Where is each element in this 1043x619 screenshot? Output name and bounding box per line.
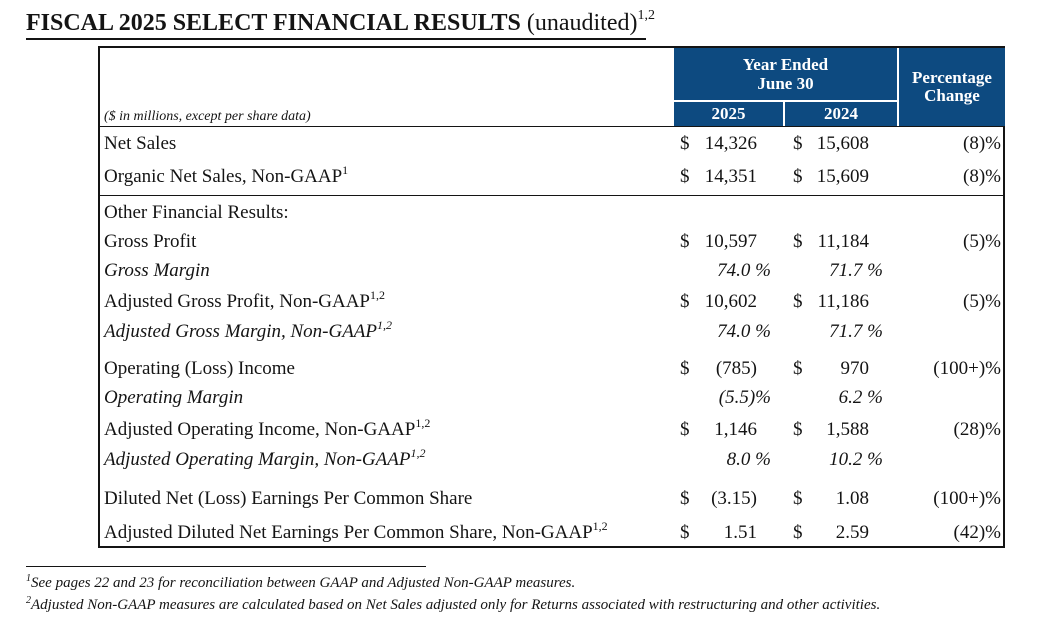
value-2025: 1,146 bbox=[714, 419, 757, 440]
dollar-sign-2025: $ bbox=[680, 358, 690, 379]
row-label: Gross Profit bbox=[104, 231, 197, 252]
title-superscript: 1,2 bbox=[637, 8, 655, 23]
margin-2024: 10.2 % bbox=[829, 449, 883, 470]
value-2025: 14,326 bbox=[704, 133, 757, 154]
row-label: Operating Margin bbox=[104, 387, 244, 408]
header-divider bbox=[100, 126, 1003, 127]
percentage-change: (100+)% bbox=[933, 358, 1001, 379]
dollar-sign-2024: $ bbox=[793, 291, 803, 312]
dollar-sign-2025: $ bbox=[680, 133, 690, 154]
row-label: Net Sales bbox=[104, 133, 177, 154]
header-col-2025: 2025 bbox=[674, 102, 783, 126]
header-col-2024: 2024 bbox=[785, 102, 897, 126]
margin-2025: 74.0 % bbox=[717, 321, 771, 342]
dollar-sign-2024: $ bbox=[793, 419, 803, 440]
margin-2025: (5.5)% bbox=[718, 387, 771, 408]
value-2025: 1.51 bbox=[723, 522, 757, 543]
table-row-adjusted-gross-profit: Adjusted Gross Profit, Non-GAAP1,2 $ 10,… bbox=[100, 287, 1003, 317]
margin-2024: 71.7 % bbox=[829, 260, 883, 281]
dollar-sign-2025: $ bbox=[680, 488, 690, 509]
row-label: Adjusted Diluted Net Earnings Per Common… bbox=[104, 519, 608, 543]
table-row-operating-income: Operating (Loss) Income $ (785) $ 970 (1… bbox=[100, 354, 1003, 384]
value-2025: (3.15) bbox=[711, 488, 757, 509]
row-label: Diluted Net (Loss) Earnings Per Common S… bbox=[104, 488, 473, 509]
title-suffix: (unaudited) bbox=[526, 10, 638, 36]
percentage-change: (5)% bbox=[963, 231, 1001, 252]
financial-results-table: Year Ended June 30 2025 2024 Percentage … bbox=[98, 46, 1005, 548]
margin-2025: 8.0 % bbox=[726, 449, 771, 470]
title-main: FISCAL 2025 SELECT FINANCIAL RESULTS bbox=[26, 10, 521, 36]
percentage-change: (42)% bbox=[953, 522, 1001, 543]
value-2024: 2.59 bbox=[835, 522, 869, 543]
page-title: FISCAL 2025 SELECT FINANCIAL RESULTS (un… bbox=[26, 8, 655, 40]
dollar-sign-2024: $ bbox=[793, 358, 803, 379]
dollar-sign-2024: $ bbox=[793, 133, 803, 154]
row-label: Other Financial Results: bbox=[104, 202, 289, 223]
value-2024: 11,184 bbox=[817, 231, 869, 252]
footnote-2: 2Adjusted Non-GAAP measures are calculat… bbox=[26, 595, 881, 614]
table-row-adjusted-gross-margin: Adjusted Gross Margin, Non-GAAP1,2 74.0 … bbox=[100, 317, 1003, 347]
dollar-sign-2025: $ bbox=[680, 419, 690, 440]
dollar-sign-2025: $ bbox=[680, 166, 690, 187]
header-pct-line1: Percentage bbox=[912, 68, 992, 87]
margin-2024: 6.2 % bbox=[838, 387, 883, 408]
value-2025: 14,351 bbox=[704, 166, 757, 187]
row-label: Adjusted Gross Profit, Non-GAAP1,2 bbox=[104, 288, 385, 312]
value-2024: 15,608 bbox=[816, 133, 869, 154]
table-row-operating-margin: Operating Margin (5.5)% 6.2 % bbox=[100, 383, 1003, 413]
table-row-adjusted-diluted-eps: Adjusted Diluted Net Earnings Per Common… bbox=[100, 518, 1003, 548]
dollar-sign-2024: $ bbox=[793, 522, 803, 543]
value-2024: 11,186 bbox=[817, 291, 869, 312]
value-2025: (785) bbox=[715, 358, 757, 379]
table-row-adjusted-operating-margin: Adjusted Operating Margin, Non-GAAP1,2 8… bbox=[100, 445, 1003, 475]
table-row-diluted-eps: Diluted Net (Loss) Earnings Per Common S… bbox=[100, 484, 1003, 514]
margin-2025: 74.0 % bbox=[717, 260, 771, 281]
dollar-sign-2024: $ bbox=[793, 488, 803, 509]
footnote-1: 1See pages 22 and 23 for reconciliation … bbox=[26, 573, 576, 592]
row-label: Adjusted Operating Income, Non-GAAP1,2 bbox=[104, 416, 431, 440]
value-2025: 10,602 bbox=[704, 291, 757, 312]
units-note: ($ in millions, except per share data) bbox=[104, 109, 311, 124]
value-2024: 15,609 bbox=[816, 166, 869, 187]
value-2024: 970 bbox=[840, 358, 870, 379]
table-row-organic-net-sales: Organic Net Sales, Non-GAAP1 $ 14,351 $ … bbox=[100, 162, 1003, 192]
row-label: Adjusted Operating Margin, Non-GAAP1,2 bbox=[104, 446, 426, 470]
footnote-divider bbox=[26, 566, 426, 567]
header-pct-line2: Change bbox=[924, 86, 980, 105]
table-row-gross-margin: Gross Margin 74.0 % 71.7 % bbox=[100, 256, 1003, 286]
dollar-sign-2025: $ bbox=[680, 522, 690, 543]
section-label-other-results: Other Financial Results: bbox=[100, 198, 1003, 228]
percentage-change: (28)% bbox=[953, 419, 1001, 440]
value-2024: 1,588 bbox=[826, 419, 869, 440]
row-label: Gross Margin bbox=[104, 260, 210, 281]
header-percentage-change: Percentage Change bbox=[899, 48, 1005, 126]
percentage-change: (5)% bbox=[963, 291, 1001, 312]
value-2024: 1.08 bbox=[835, 488, 869, 509]
header-year-ended: Year Ended June 30 bbox=[674, 48, 897, 100]
table-row-adjusted-operating-income: Adjusted Operating Income, Non-GAAP1,2 $… bbox=[100, 415, 1003, 445]
row-label: Adjusted Gross Margin, Non-GAAP1,2 bbox=[104, 318, 393, 342]
header-year-ended-line2: June 30 bbox=[757, 74, 814, 93]
dollar-sign-2025: $ bbox=[680, 291, 690, 312]
section-divider bbox=[100, 195, 1003, 196]
table-row-gross-profit: Gross Profit $ 10,597 $ 11,184 (5)% bbox=[100, 227, 1003, 257]
row-label: Operating (Loss) Income bbox=[104, 358, 295, 379]
dollar-sign-2025: $ bbox=[680, 231, 690, 252]
value-2025: 10,597 bbox=[704, 231, 757, 252]
dollar-sign-2024: $ bbox=[793, 166, 803, 187]
margin-2024: 71.7 % bbox=[829, 321, 883, 342]
dollar-sign-2024: $ bbox=[793, 231, 803, 252]
header-year-ended-line1: Year Ended bbox=[742, 55, 829, 74]
row-label: Organic Net Sales, Non-GAAP1 bbox=[104, 163, 349, 187]
table-row-net-sales: Net Sales $ 14,326 $ 15,608 (8)% bbox=[100, 129, 1003, 159]
percentage-change: (8)% bbox=[963, 166, 1001, 187]
percentage-change: (100+)% bbox=[933, 488, 1001, 509]
percentage-change: (8)% bbox=[963, 133, 1001, 154]
